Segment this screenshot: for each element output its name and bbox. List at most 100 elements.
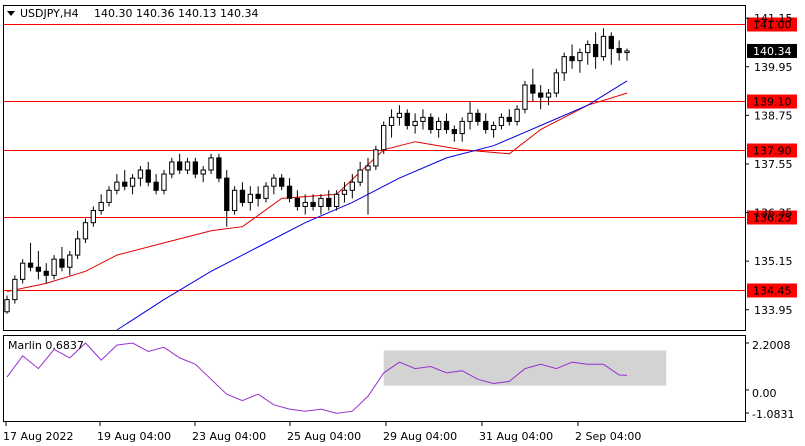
candle[interactable] — [608, 32, 614, 65]
candle[interactable] — [412, 113, 418, 134]
candle[interactable] — [82, 218, 89, 243]
candle-body — [538, 92, 544, 98]
candle[interactable] — [59, 246, 65, 272]
candle[interactable] — [561, 52, 567, 81]
candle[interactable] — [153, 174, 159, 195]
candle-body — [545, 92, 552, 98]
candle[interactable] — [98, 194, 104, 215]
candle[interactable] — [381, 121, 387, 154]
candle[interactable] — [514, 105, 520, 126]
candle[interactable] — [271, 174, 277, 195]
candle[interactable] — [216, 153, 222, 183]
candle[interactable] — [498, 113, 505, 130]
candle[interactable] — [577, 48, 583, 73]
candle[interactable] — [538, 84, 544, 110]
candle[interactable] — [396, 105, 403, 126]
symbol-timeframe: USDJPY,H4 — [20, 7, 79, 20]
candle[interactable] — [208, 153, 214, 175]
candle[interactable] — [137, 165, 144, 187]
candle[interactable] — [373, 145, 379, 171]
candle[interactable] — [90, 206, 96, 227]
candle[interactable] — [286, 178, 293, 203]
candle[interactable] — [12, 275, 18, 304]
candle[interactable] — [585, 40, 591, 65]
candle[interactable] — [624, 48, 630, 61]
candle[interactable] — [310, 194, 316, 211]
candle-body — [145, 169, 151, 183]
candle[interactable] — [20, 259, 26, 284]
candle[interactable] — [67, 251, 73, 276]
candle[interactable] — [545, 89, 552, 106]
candle[interactable] — [200, 165, 206, 183]
candle[interactable] — [239, 182, 246, 207]
candle[interactable] — [365, 157, 371, 215]
candle[interactable] — [255, 186, 261, 207]
candle[interactable] — [51, 255, 57, 280]
candle[interactable] — [129, 174, 136, 195]
candle-body — [106, 189, 112, 203]
price-tick-label: 141.15 — [754, 12, 793, 25]
candle[interactable] — [114, 174, 120, 195]
candle-body — [396, 112, 403, 118]
price-tick-label: 133.95 — [754, 304, 793, 317]
candle[interactable] — [592, 32, 599, 69]
candle-body — [412, 120, 418, 126]
candle[interactable] — [428, 113, 434, 134]
candle[interactable] — [27, 242, 34, 272]
candle[interactable] — [263, 182, 269, 203]
candle[interactable] — [4, 295, 10, 314]
candle-body — [302, 201, 308, 207]
candle[interactable] — [420, 109, 426, 130]
candle[interactable] — [279, 174, 285, 191]
candle[interactable] — [451, 125, 457, 142]
candle[interactable] — [357, 161, 363, 187]
candle[interactable] — [349, 174, 355, 199]
candle[interactable] — [522, 80, 528, 114]
candle[interactable] — [553, 68, 560, 98]
candle[interactable] — [333, 190, 340, 211]
candle[interactable] — [341, 182, 348, 203]
candle[interactable] — [475, 109, 481, 126]
candle-body — [74, 238, 81, 256]
candle[interactable] — [302, 194, 308, 215]
candle[interactable] — [490, 121, 497, 138]
candle[interactable] — [326, 190, 332, 211]
candle[interactable] — [483, 113, 489, 134]
candle[interactable] — [616, 40, 622, 61]
level-label: 136.25 — [753, 212, 792, 225]
candle[interactable] — [145, 161, 151, 187]
candle[interactable] — [530, 68, 536, 102]
candle[interactable] — [184, 157, 191, 175]
candle[interactable] — [318, 194, 324, 215]
candle[interactable] — [467, 101, 473, 130]
candle[interactable] — [35, 251, 42, 280]
candle[interactable] — [177, 153, 183, 175]
candle[interactable] — [192, 157, 199, 179]
candle[interactable] — [600, 28, 607, 61]
candle[interactable] — [224, 170, 230, 227]
candle-body — [483, 120, 489, 131]
candle[interactable] — [569, 44, 575, 69]
candle[interactable] — [43, 263, 49, 284]
candle[interactable] — [435, 117, 442, 138]
candle[interactable] — [169, 157, 175, 179]
symbol-dropdown-icon[interactable] — [7, 11, 15, 16]
candle[interactable] — [388, 109, 395, 138]
candle[interactable] — [231, 186, 238, 215]
candle[interactable] — [506, 109, 512, 126]
candle[interactable] — [106, 186, 112, 207]
candle[interactable] — [74, 230, 81, 260]
candle[interactable] — [459, 117, 465, 142]
main-pane-frame — [3, 5, 746, 331]
candle[interactable] — [443, 113, 450, 134]
candle-body — [239, 189, 246, 203]
candle[interactable] — [122, 170, 128, 191]
candle[interactable] — [404, 109, 410, 130]
candle[interactable] — [247, 186, 253, 211]
candle[interactable] — [161, 170, 167, 195]
current-price-box — [747, 43, 797, 58]
time-tick-label: 19 Aug 04:00 — [97, 430, 171, 443]
candle[interactable] — [294, 190, 301, 211]
candle-body — [247, 193, 253, 203]
